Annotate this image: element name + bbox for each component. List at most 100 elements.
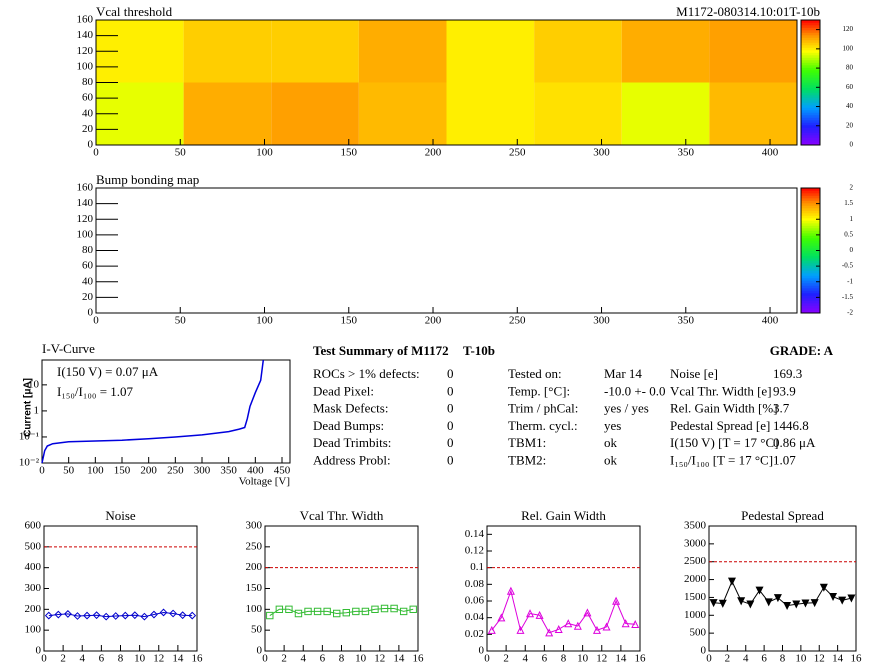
chart-title: Bump bonding map [96,172,199,187]
marker [159,608,168,617]
marker [631,620,640,629]
marker [140,612,149,621]
colorbar-segment [801,220,820,224]
colorbar-label: 1.5 [844,199,853,207]
summary-label: TBM2: [508,452,546,467]
y-tick-label: 120 [77,213,94,225]
colorbar-segment [801,230,820,234]
colorbar-segment [801,30,820,33]
marker [573,621,582,630]
heatmap-cell [621,82,710,145]
colorbar-segment [801,238,820,241]
marker [323,607,331,616]
y-tick-label: 0.06 [465,595,485,607]
plot-frame [264,525,419,652]
colorbar-label: 1 [850,215,854,223]
x-tick-label: 300 [194,465,211,477]
colorbar-segment [801,200,820,204]
marker [169,609,178,618]
y-tick-label: 0 [88,307,94,319]
marker [583,608,592,617]
y-tick-label: 500 [25,540,42,552]
colorbar-segment [801,283,820,286]
data-line [41,359,265,464]
colorbar-segment [801,298,820,301]
x-tick-label: 250 [167,465,184,477]
x-tick-label: 6 [542,653,548,665]
y-tick-label: 40 [82,275,94,287]
summary-value: -10.0 +- 0.0 [604,383,666,398]
heatmap-cell [358,20,447,83]
summary-label: Temp. [°C]: [508,383,570,398]
x-tick-label: 0 [93,315,99,327]
y-tick-label: 3000 [684,537,707,549]
colorbar-segment [801,65,820,68]
colorbar-segment [801,293,820,296]
colorbar-label: 60 [846,83,854,91]
x-tick-label: 400 [762,147,779,159]
y-tick-label: 60 [82,260,94,272]
y-tick-label: 0.1 [470,561,484,573]
x-tick-label: 12 [814,653,825,665]
summary-label: Trim / phCal: [508,401,578,416]
colorbar-segment [801,275,820,279]
colorbar-segment [801,258,820,261]
y-tick-label: 50 [251,624,263,636]
colorbar-label: 2 [850,184,854,192]
colorbar-segment [801,132,820,136]
marker [829,593,838,602]
summary-value: yes / yes [604,401,649,416]
marker [746,600,755,609]
data-line [48,611,193,618]
colorbar-segment [801,243,820,246]
colorbar-segment [801,27,820,31]
colorbar-segment [801,72,820,76]
x-tick-label: 450 [274,465,291,477]
colorbar-segment [801,303,820,306]
x-tick-label: 16 [635,653,647,665]
colorbar-label: 0 [850,141,854,149]
colorbar-segment [801,300,820,304]
y-tick-label: 80 [82,244,94,256]
x-tick-label: 400 [247,465,264,477]
colorbar-segment [801,205,820,209]
marker [526,609,535,618]
colorbar-segment [801,112,820,116]
data-line [491,589,636,634]
summary-value: 0 [447,452,454,467]
x-tick-label: 12 [596,653,607,665]
x-tick-label: 8 [339,653,345,665]
colorbar-segment [801,305,820,309]
colorbar-segment [801,110,820,113]
y-tick-label: 3500 [684,520,707,532]
plot-frame [486,525,641,652]
summary-label: Tested on: [508,366,562,381]
marker [188,611,197,620]
colorbar-segment [801,42,820,46]
y-tick-label: 0 [479,645,485,657]
summary-label: Noise [e] [670,366,718,381]
marker [121,611,130,620]
x-tick-label: 8 [780,653,786,665]
marker [847,594,856,603]
x-axis-label: Voltage [V] [239,476,290,488]
y-tick-label: 140 [77,197,94,209]
summary-label: Dead Pixel: [313,383,374,398]
marker [111,612,120,620]
colorbar-segment [801,50,820,53]
marker [727,577,736,586]
colorbar-segment [801,35,820,38]
marker [130,611,139,620]
summary-value: 169.3 [773,366,802,381]
colorbar-segment [801,278,820,281]
marker [755,586,764,595]
colorbar-segment [801,107,820,111]
colorbar-segment [801,253,820,256]
summary-label: Address Probl: [313,452,391,467]
colorbar-segment [801,117,820,121]
x-tick-label: 6 [99,653,105,665]
y-tick-label: 0.14 [465,528,485,540]
x-tick-label: 50 [175,147,187,159]
x-tick-label: 150 [341,315,358,327]
colorbar-segment [801,137,820,141]
